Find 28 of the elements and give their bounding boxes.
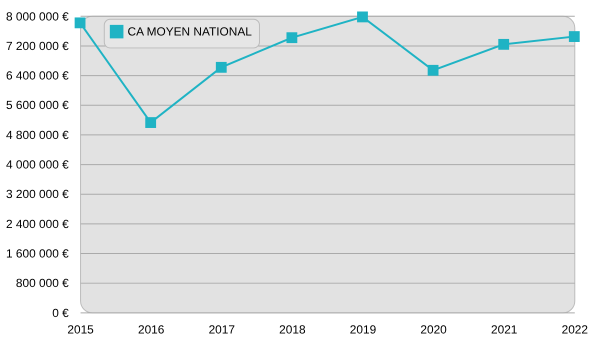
- legend-label: CA MOYEN NATIONAL: [128, 24, 252, 39]
- point: [428, 64, 439, 76]
- y-tick-label: 8 000 000 €: [6, 9, 70, 24]
- point: [357, 12, 368, 22]
- x-tick-label: 2015: [67, 322, 94, 337]
- x-tick-label: 2021: [490, 322, 518, 337]
- x-tick-label: 2017: [208, 322, 235, 337]
- y-tick-label: 800 000 €: [16, 276, 70, 290]
- x-tick-label: 2018: [279, 322, 306, 337]
- x-tick-label: 2022: [562, 322, 588, 337]
- y-tick-label: 7 200 000 €: [6, 38, 70, 53]
- y-tick-label: 3 200 000 €: [6, 187, 70, 202]
- y-tick-label: 4 000 000 €: [6, 158, 70, 172]
- x-tick-label: 2019: [350, 322, 377, 337]
- point: [216, 62, 227, 73]
- point: [286, 32, 298, 44]
- y-tick-label: 0 €: [52, 306, 70, 320]
- point: [145, 117, 156, 128]
- x-tick-label: 2020: [420, 322, 448, 337]
- y-tick-label: 6 400 000 €: [6, 68, 70, 83]
- point: [568, 31, 580, 42]
- y-tick-label: 2 400 000 €: [6, 216, 70, 231]
- point: [74, 17, 86, 28]
- point: [498, 38, 510, 50]
- y-tick-label: 4 800 000 €: [6, 128, 70, 142]
- x-tick-label: 2016: [138, 322, 165, 337]
- y-tick-label: 1 600 000 €: [6, 246, 70, 260]
- y-tick-label: 5 600 000 €: [6, 98, 70, 112]
